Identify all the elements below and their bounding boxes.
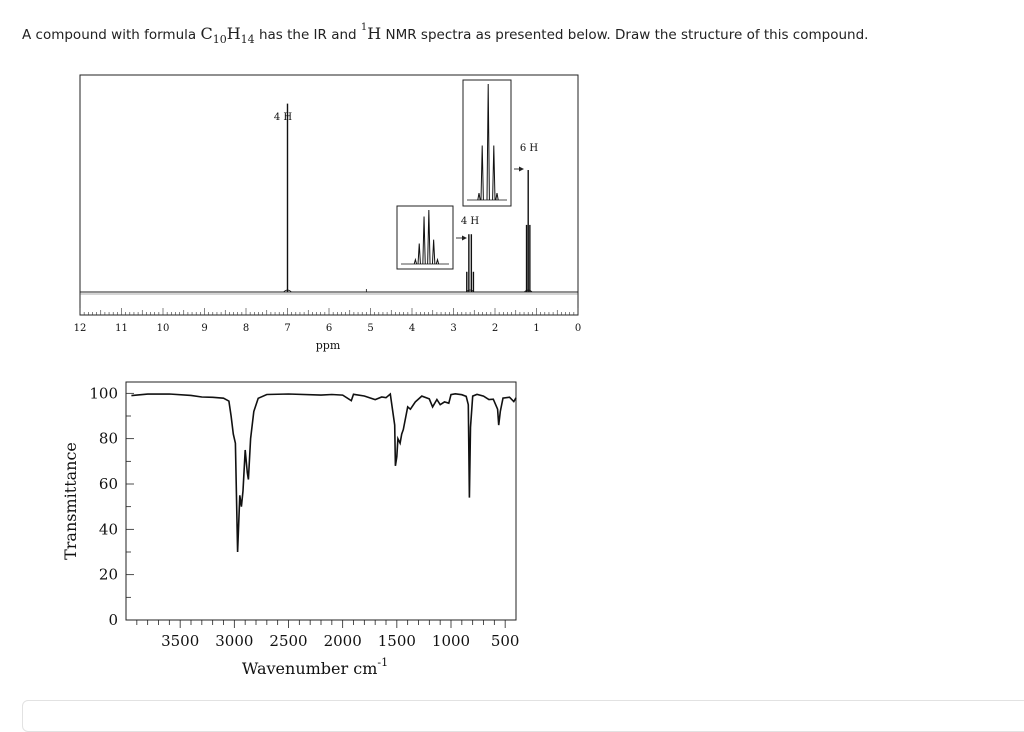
ir-y-tick-label: 20 (99, 566, 118, 584)
nmr-tick-label: 2 (492, 323, 498, 334)
nmr-peak-foot (523, 289, 533, 293)
nmr-isotope-number: 1 (360, 22, 368, 33)
nmr-tick-label: 5 (367, 323, 373, 334)
ir-x-tick-label: 2500 (269, 632, 307, 650)
ir-ticks (126, 392, 506, 628)
inset-peak (480, 145, 484, 201)
nmr-tick-label: 9 (201, 323, 207, 334)
question-suffix: NMR spectra as presented below. Draw the… (381, 27, 869, 43)
formula-hydrogen-count: 14 (240, 33, 255, 46)
ir-x-tick-label: 3500 (161, 632, 199, 650)
answer-panel (22, 700, 1024, 732)
formula-carbon: C (200, 24, 213, 43)
ir-y-axis-label: Transmittance (61, 442, 80, 560)
inset-peak (486, 83, 490, 201)
ir-y-tick-label: 80 (99, 430, 118, 448)
ir-y-tick-labels: 0 20 40 60 80 100 (89, 384, 118, 629)
nmr-tick-label: 6 (326, 323, 332, 334)
ir-x-axis-label-exponent: -1 (377, 656, 388, 669)
formula-hydrogen: H (226, 24, 241, 43)
ir-x-tick-label: 500 (491, 632, 520, 650)
nmr-peak-foot (465, 289, 475, 293)
ir-x-axis-label-text: Wavenumber cm (242, 659, 377, 678)
question-prefix: A compound with formula (22, 27, 201, 43)
peak-label-aromatic: 4 H (274, 112, 293, 123)
inset-peak (427, 209, 431, 265)
inset-peak (435, 257, 440, 265)
inset-peak (413, 257, 418, 265)
ir-trace (131, 392, 517, 553)
nmr-tick-label: 10 (157, 323, 170, 334)
ir-x-tick-label: 1000 (432, 632, 470, 650)
inset-peak (477, 192, 481, 201)
nmr-nucleus: H (367, 24, 382, 43)
ir-x-tick-label: 1500 (378, 632, 416, 650)
nmr-tick-label: 4 (409, 323, 415, 334)
nmr-tick-label: 8 (243, 323, 249, 334)
nmr-minor-ticks (79, 308, 579, 315)
nmr-tick-label: 3 (450, 323, 456, 334)
quartet-inset-arrowhead (462, 235, 467, 241)
ir-plot-frame (125, 381, 517, 621)
ir-spectrum-chart: 3500 3000 2500 2000 1500 1000 500 0 20 40 60 80 100… (61, 381, 519, 678)
nmr-tick-label: 11 (115, 323, 128, 334)
nmr-peaks (283, 103, 533, 293)
ir-x-tick-label: 2000 (324, 632, 362, 650)
ir-y-tick-label: 0 (108, 611, 118, 629)
triplet-inset-trace (467, 83, 507, 201)
ir-x-tick-label: 3000 (215, 632, 253, 650)
triplet-inset-arrowhead (519, 166, 524, 172)
peak-label-triplet: 6 H (520, 143, 539, 154)
nmr-x-axis-label: ppm (316, 339, 341, 352)
ir-x-axis-label: Wavenumber cm-1 (242, 656, 388, 678)
question-middle: has the IR and (254, 27, 361, 43)
inset-peak (495, 192, 499, 201)
nmr-spectrum-chart: 12 11 10 9 8 7 6 5 4 3 2 1 0 ppm 4 H 4 H 6 H (74, 74, 582, 352)
inset-peak (431, 239, 436, 265)
quartet-inset-trace (401, 209, 449, 265)
nmr-tick-labels: 12 11 10 9 8 7 6 5 4 3 2 1 0 (74, 323, 582, 334)
ir-y-tick-label: 40 (99, 520, 118, 538)
inset-peak (417, 243, 421, 265)
ir-y-tick-label: 60 (99, 475, 118, 493)
inset-peak (422, 216, 426, 265)
formula-carbon-count: 10 (212, 33, 227, 46)
question-text: A compound with formula C10H14 has the I… (22, 22, 868, 46)
nmr-tick-label: 7 (284, 323, 290, 334)
inset-peak (492, 145, 496, 201)
nmr-tick-label: 0 (575, 323, 581, 334)
nmr-tick-label: 12 (74, 323, 87, 334)
ir-x-tick-labels: 3500 3000 2500 2000 1500 1000 500 (161, 632, 519, 650)
nmr-tick-label: 1 (533, 323, 539, 334)
nmr-peak-foot (283, 289, 292, 293)
ir-y-tick-label: 100 (89, 384, 118, 402)
peak-label-quartet: 4 H (461, 216, 480, 227)
